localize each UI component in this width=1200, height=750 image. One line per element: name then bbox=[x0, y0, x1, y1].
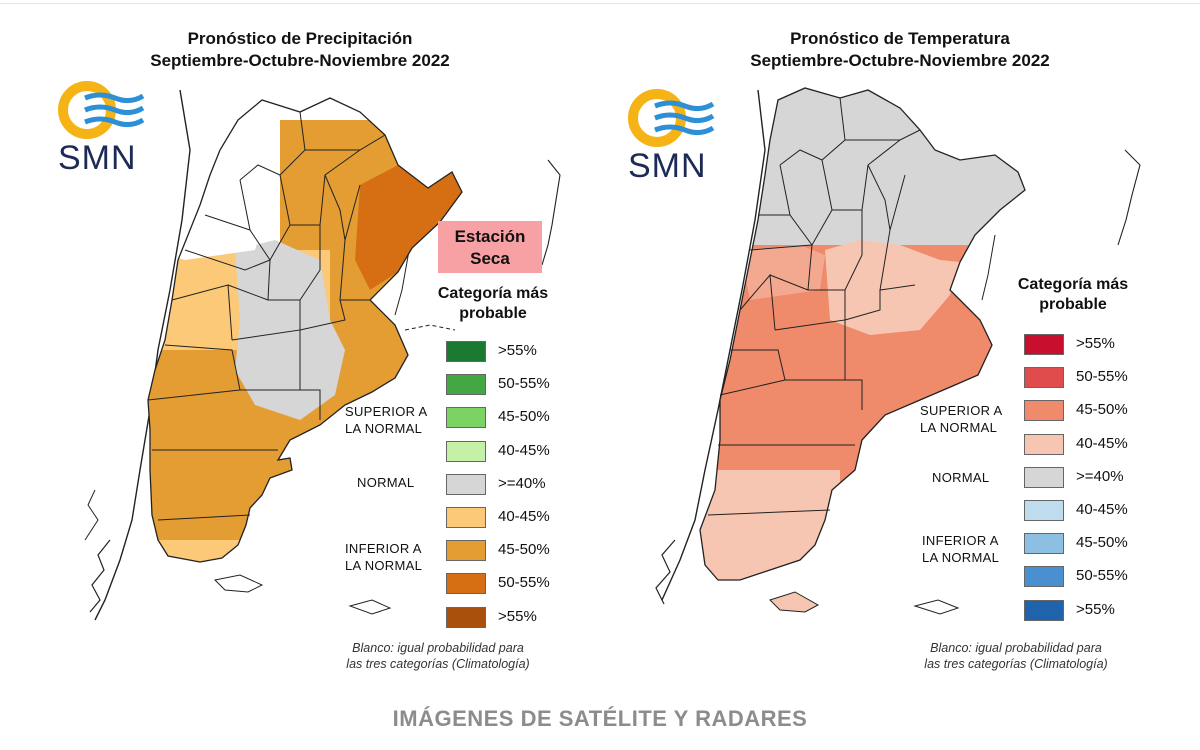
temperature-map bbox=[655, 87, 1141, 615]
smn-logo-icon bbox=[628, 89, 715, 147]
legend-swatch bbox=[446, 341, 486, 362]
legend-swatch bbox=[1024, 533, 1064, 555]
legend-label: 45-50% bbox=[498, 408, 550, 426]
legend-label: 50-55% bbox=[1076, 368, 1128, 386]
smn-logo-text: SMN bbox=[58, 139, 137, 177]
precip-title-line1: Pronóstico de Precipitación bbox=[187, 29, 413, 48]
legend-label: 45-50% bbox=[1076, 534, 1128, 552]
brazil-coast bbox=[541, 159, 561, 266]
smn-logo-icon bbox=[58, 81, 145, 139]
legend-label: 50-55% bbox=[498, 375, 550, 393]
precip-legend-title: Categoría más probable bbox=[437, 285, 549, 322]
precip-note-line2: las tres categorías (Climatología) bbox=[346, 657, 530, 671]
legend-label: 45-50% bbox=[1076, 401, 1128, 419]
legend-swatch bbox=[446, 573, 486, 595]
legend-swatch bbox=[446, 473, 486, 495]
legend-swatch bbox=[446, 407, 486, 429]
legend-swatch bbox=[1024, 566, 1064, 588]
satellite-radar-heading: IMÁGENES DE SATÉLITE Y RADARES bbox=[392, 706, 808, 731]
legend-swatch bbox=[446, 606, 486, 628]
legend-swatch bbox=[1024, 599, 1064, 621]
province-borders bbox=[147, 97, 463, 563]
chile-coast bbox=[661, 89, 766, 601]
top-divider bbox=[0, 3, 1200, 4]
fjords bbox=[655, 539, 676, 605]
malvinas bbox=[348, 599, 392, 615]
brazil-coast bbox=[1117, 149, 1141, 246]
legend-swatch bbox=[446, 507, 486, 528]
smn-logo-text: SMN bbox=[628, 147, 707, 185]
precip-group-normal: NORMAL bbox=[357, 475, 415, 490]
legend-label: 40-45% bbox=[498, 441, 550, 459]
legend-label: >=40% bbox=[498, 474, 546, 492]
legend-label: >55% bbox=[1076, 600, 1115, 618]
uruguay-coast bbox=[981, 234, 996, 301]
fill-light-south bbox=[700, 470, 840, 580]
province-borders bbox=[699, 87, 1026, 581]
legend-label: >55% bbox=[498, 607, 537, 625]
legend-label: 50-55% bbox=[1076, 567, 1128, 585]
legend-label: 40-45% bbox=[1076, 434, 1128, 452]
legend-swatch bbox=[1024, 466, 1064, 488]
fjords bbox=[89, 539, 111, 613]
fill-dark-orange bbox=[355, 165, 462, 290]
temp-title-line1: Pronóstico de Temperatura bbox=[790, 29, 1010, 48]
precip-group-superior: SUPERIOR A LA NORMAL bbox=[345, 404, 427, 436]
tierra-del-fuego bbox=[213, 574, 264, 593]
legend-label: 45-50% bbox=[498, 541, 550, 559]
legend-label: >55% bbox=[498, 342, 537, 359]
legend-swatch bbox=[446, 540, 486, 562]
precip-group-inferior: INFERIOR A LA NORMAL bbox=[345, 541, 423, 573]
legend-swatch bbox=[446, 374, 486, 396]
legend-label: 50-55% bbox=[498, 574, 550, 592]
smn-logo: SMN bbox=[55, 80, 155, 180]
legend-swatch bbox=[1024, 367, 1064, 389]
legend-swatch bbox=[1024, 500, 1064, 521]
temp-note-line1: Blanco: igual probabilidad para bbox=[930, 641, 1102, 655]
temp-title-line2: Septiembre-Octubre-Noviembre 2022 bbox=[750, 51, 1050, 70]
fill-mid-west bbox=[740, 245, 825, 300]
precip-note-line1: Blanco: igual probabilidad para bbox=[352, 641, 524, 655]
temp-group-normal: NORMAL bbox=[932, 470, 990, 485]
precipitation-map bbox=[84, 89, 561, 621]
fill-light-center bbox=[825, 240, 960, 335]
legend-swatch bbox=[1024, 433, 1064, 455]
temp-legend-title: Categoría más probable bbox=[1017, 276, 1129, 313]
legend-label: 40-45% bbox=[1076, 501, 1128, 518]
smn-logo: SMN bbox=[625, 88, 725, 188]
chile-islands bbox=[84, 489, 99, 541]
tierra-del-fuego bbox=[769, 591, 820, 613]
temp-group-superior: SUPERIOR A LA NORMAL bbox=[920, 403, 1002, 435]
precip-title-line2: Septiembre-Octubre-Noviembre 2022 bbox=[150, 51, 450, 70]
temperature-panel: Pronóstico de Temperatura Septiembre-Oct… bbox=[600, 0, 1200, 690]
uruguay-coast bbox=[394, 244, 411, 316]
precipitation-panel: Pronóstico de Precipitación Septiembre-O… bbox=[0, 0, 600, 690]
legend-swatch bbox=[1024, 334, 1064, 355]
fill-normal-center bbox=[235, 240, 345, 420]
temp-group-inferior: INFERIOR A LA NORMAL bbox=[922, 533, 1000, 565]
coast-dashed bbox=[404, 324, 456, 331]
temp-note-line2: las tres categorías (Climatología) bbox=[924, 657, 1108, 671]
legend-label: >55% bbox=[1076, 335, 1115, 352]
legend-swatch bbox=[1024, 400, 1064, 422]
dry-season-badge: Estación Seca bbox=[438, 221, 542, 273]
legend-label: >=40% bbox=[1076, 467, 1124, 485]
malvinas bbox=[913, 599, 960, 615]
legend-swatch bbox=[446, 440, 486, 462]
fill-white-northwest bbox=[150, 110, 270, 260]
legend-label: 40-45% bbox=[498, 508, 550, 525]
